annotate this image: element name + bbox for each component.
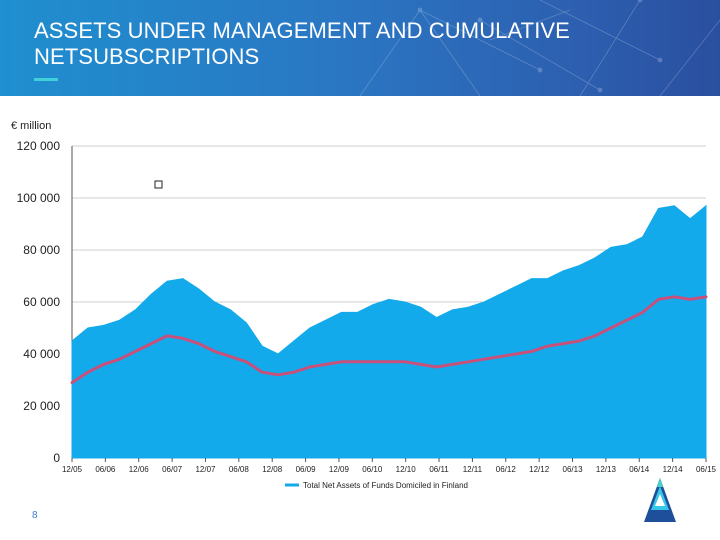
- x-tick-label: 06/07: [162, 465, 183, 474]
- marker-square-icon: [154, 180, 163, 189]
- x-tick-label: 06/09: [296, 465, 317, 474]
- x-tick-label: 12/07: [195, 465, 216, 474]
- x-tick-label: 12/12: [529, 465, 550, 474]
- y-tick-label: 60 000: [23, 295, 60, 309]
- page-number: 8: [32, 510, 38, 521]
- x-tick-label: 12/14: [663, 465, 684, 474]
- x-tick-label: 06/08: [229, 465, 250, 474]
- header-pattern-icon: [359, 0, 720, 96]
- x-tick-label: 06/14: [629, 465, 650, 474]
- x-tick-label: 12/11: [463, 465, 483, 474]
- series-line-cumulative: [70, 295, 708, 385]
- x-tick-label: 12/10: [396, 465, 417, 474]
- y-tick-label: 40 000: [23, 347, 60, 361]
- y-tick-label: 120 000: [17, 139, 61, 153]
- y-tick-label: 0: [53, 451, 60, 465]
- page-title: ASSETS UNDER MANAGEMENT AND CUMULATIVE N…: [34, 18, 570, 69]
- legend-label: Total Net Assets of Funds Domiciled in F…: [303, 481, 468, 490]
- x-tick-label: 06/13: [563, 465, 584, 474]
- y-tick-label: 100 000: [17, 191, 61, 205]
- x-tick-label: 06/12: [496, 465, 517, 474]
- title-underline: [34, 78, 58, 81]
- y-tick-label: 20 000: [23, 399, 60, 413]
- x-tick-label: 06/15: [696, 465, 717, 474]
- x-tick-label: 06/10: [362, 465, 383, 474]
- x-tick-label: 06/11: [429, 465, 449, 474]
- unit-label: € million: [11, 120, 52, 132]
- x-tick-label: 12/08: [262, 465, 283, 474]
- x-tick-label: 12/13: [596, 465, 617, 474]
- x-tick-label: 12/05: [62, 465, 83, 474]
- x-tick-label: 06/06: [95, 465, 116, 474]
- brand-logo-icon: [644, 478, 676, 522]
- x-tick-label: 12/06: [129, 465, 150, 474]
- header-banner: ASSETS UNDER MANAGEMENT AND CUMULATIVE N…: [0, 0, 720, 96]
- y-tick-label: 80 000: [23, 243, 60, 257]
- series-area-total-net-assets: [71, 204, 707, 459]
- x-tick-label: 12/09: [329, 465, 350, 474]
- aum-chart: 0 20 000 40 000 60 000 80 000 100 000 120 000 1…: [17, 139, 717, 490]
